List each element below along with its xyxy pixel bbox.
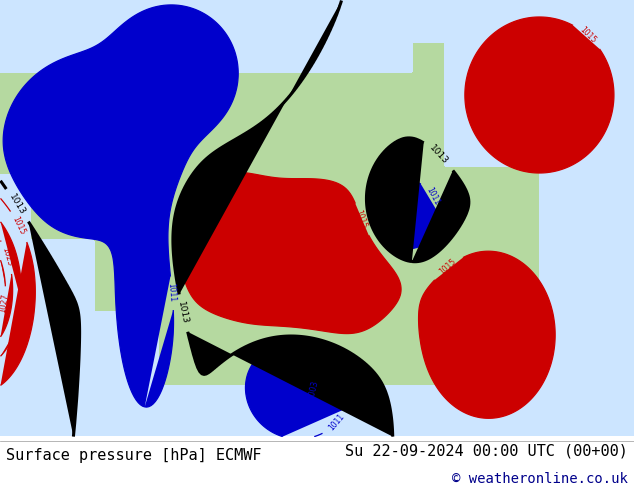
Text: 1003: 1003 xyxy=(307,380,320,401)
Text: 1013: 1013 xyxy=(7,193,27,217)
Text: 1015: 1015 xyxy=(437,257,458,277)
Text: 987: 987 xyxy=(72,153,89,170)
Text: 995: 995 xyxy=(138,132,146,147)
Text: 991: 991 xyxy=(59,125,73,142)
Text: Su 22-09-2024 00:00 UTC (00+00): Su 22-09-2024 00:00 UTC (00+00) xyxy=(345,443,628,458)
Text: 1013: 1013 xyxy=(428,144,450,167)
Text: 1019: 1019 xyxy=(488,49,505,70)
Text: 1013: 1013 xyxy=(176,300,190,325)
Text: 1011: 1011 xyxy=(166,283,177,303)
Text: 1011: 1011 xyxy=(327,412,346,432)
Text: 1015: 1015 xyxy=(578,25,597,45)
Text: 1027: 1027 xyxy=(550,63,569,83)
Text: 1015: 1015 xyxy=(11,215,27,237)
Text: 1003: 1003 xyxy=(85,77,106,91)
Text: 1023: 1023 xyxy=(1,246,14,268)
Text: 1031: 1031 xyxy=(517,79,531,100)
Text: Surface pressure [hPa] ECMWF: Surface pressure [hPa] ECMWF xyxy=(6,448,262,463)
Text: 1019: 1019 xyxy=(436,329,446,348)
Text: 1011: 1011 xyxy=(424,186,441,207)
Text: 1023: 1023 xyxy=(562,111,580,132)
Text: 1007: 1007 xyxy=(162,159,174,180)
Text: 1023: 1023 xyxy=(510,346,526,367)
Text: 1019: 1019 xyxy=(248,202,269,217)
Text: © weatheronline.co.uk: © weatheronline.co.uk xyxy=(452,472,628,486)
Text: 999: 999 xyxy=(105,188,120,199)
Text: 1015: 1015 xyxy=(354,208,368,230)
Text: 1007: 1007 xyxy=(271,405,293,423)
Text: 1027: 1027 xyxy=(461,310,477,331)
Text: 1019: 1019 xyxy=(12,306,24,327)
Text: 995: 995 xyxy=(157,84,173,96)
Text: 1027: 1027 xyxy=(0,293,10,313)
